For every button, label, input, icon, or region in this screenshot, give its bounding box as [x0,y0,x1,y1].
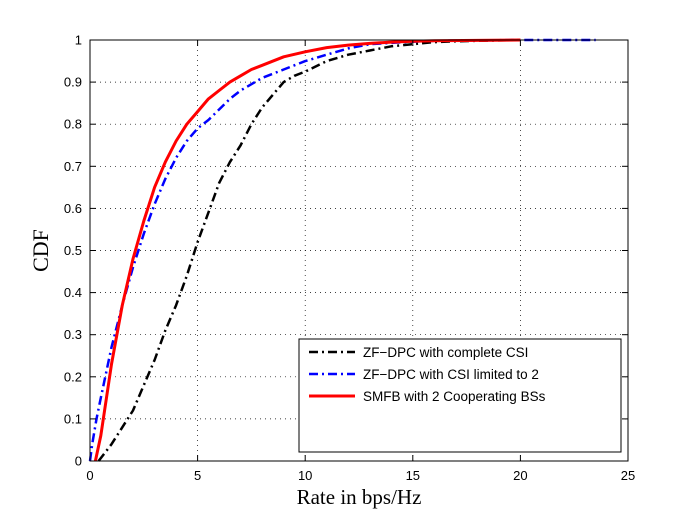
y-tick-label: 0.5 [64,243,82,258]
legend-entry-complete-csi: ZF−DPC with complete CSI [363,345,528,360]
y-tick-label: 0.1 [64,411,82,426]
x-tick-label: 10 [298,468,312,483]
x-tick-label: 20 [513,468,527,483]
x-tick-label: 5 [194,468,201,483]
axis-ticks: 0 5 10 15 20 25 0 0.1 0.2 0.3 0.4 0.5 0.6 0.7 0.8 0.9 1 [64,33,635,484]
legend-entry-csi-limited: ZF−DPC with CSI limited to 2 [363,367,539,382]
y-axis-label: CDF [28,229,53,272]
y-tick-label: 0.8 [64,117,82,132]
y-tick-label: 1 [75,33,82,48]
series-line-complete-csi [97,38,521,462]
y-tick-label: 0.3 [64,327,82,342]
y-tick-label: 0.6 [64,201,82,216]
x-tick-label: 0 [86,468,93,483]
y-tick-label: 0.7 [64,159,82,174]
series-line-smfb [93,38,521,462]
y-tick-label: 0 [75,454,82,469]
legend: ZF−DPC with complete CSI ZF−DPC with CSI… [298,338,622,453]
y-tick-label: 0.2 [64,369,82,384]
y-tick-label: 0.4 [64,285,82,300]
legend-entry-smfb: SMFB with 2 Cooperating BSs [363,389,546,404]
x-tick-label: 25 [621,468,635,483]
x-axis-label: Rate in bps/Hz [297,485,422,509]
y-tick-label: 0.9 [64,75,82,90]
x-tick-label: 15 [406,468,420,483]
